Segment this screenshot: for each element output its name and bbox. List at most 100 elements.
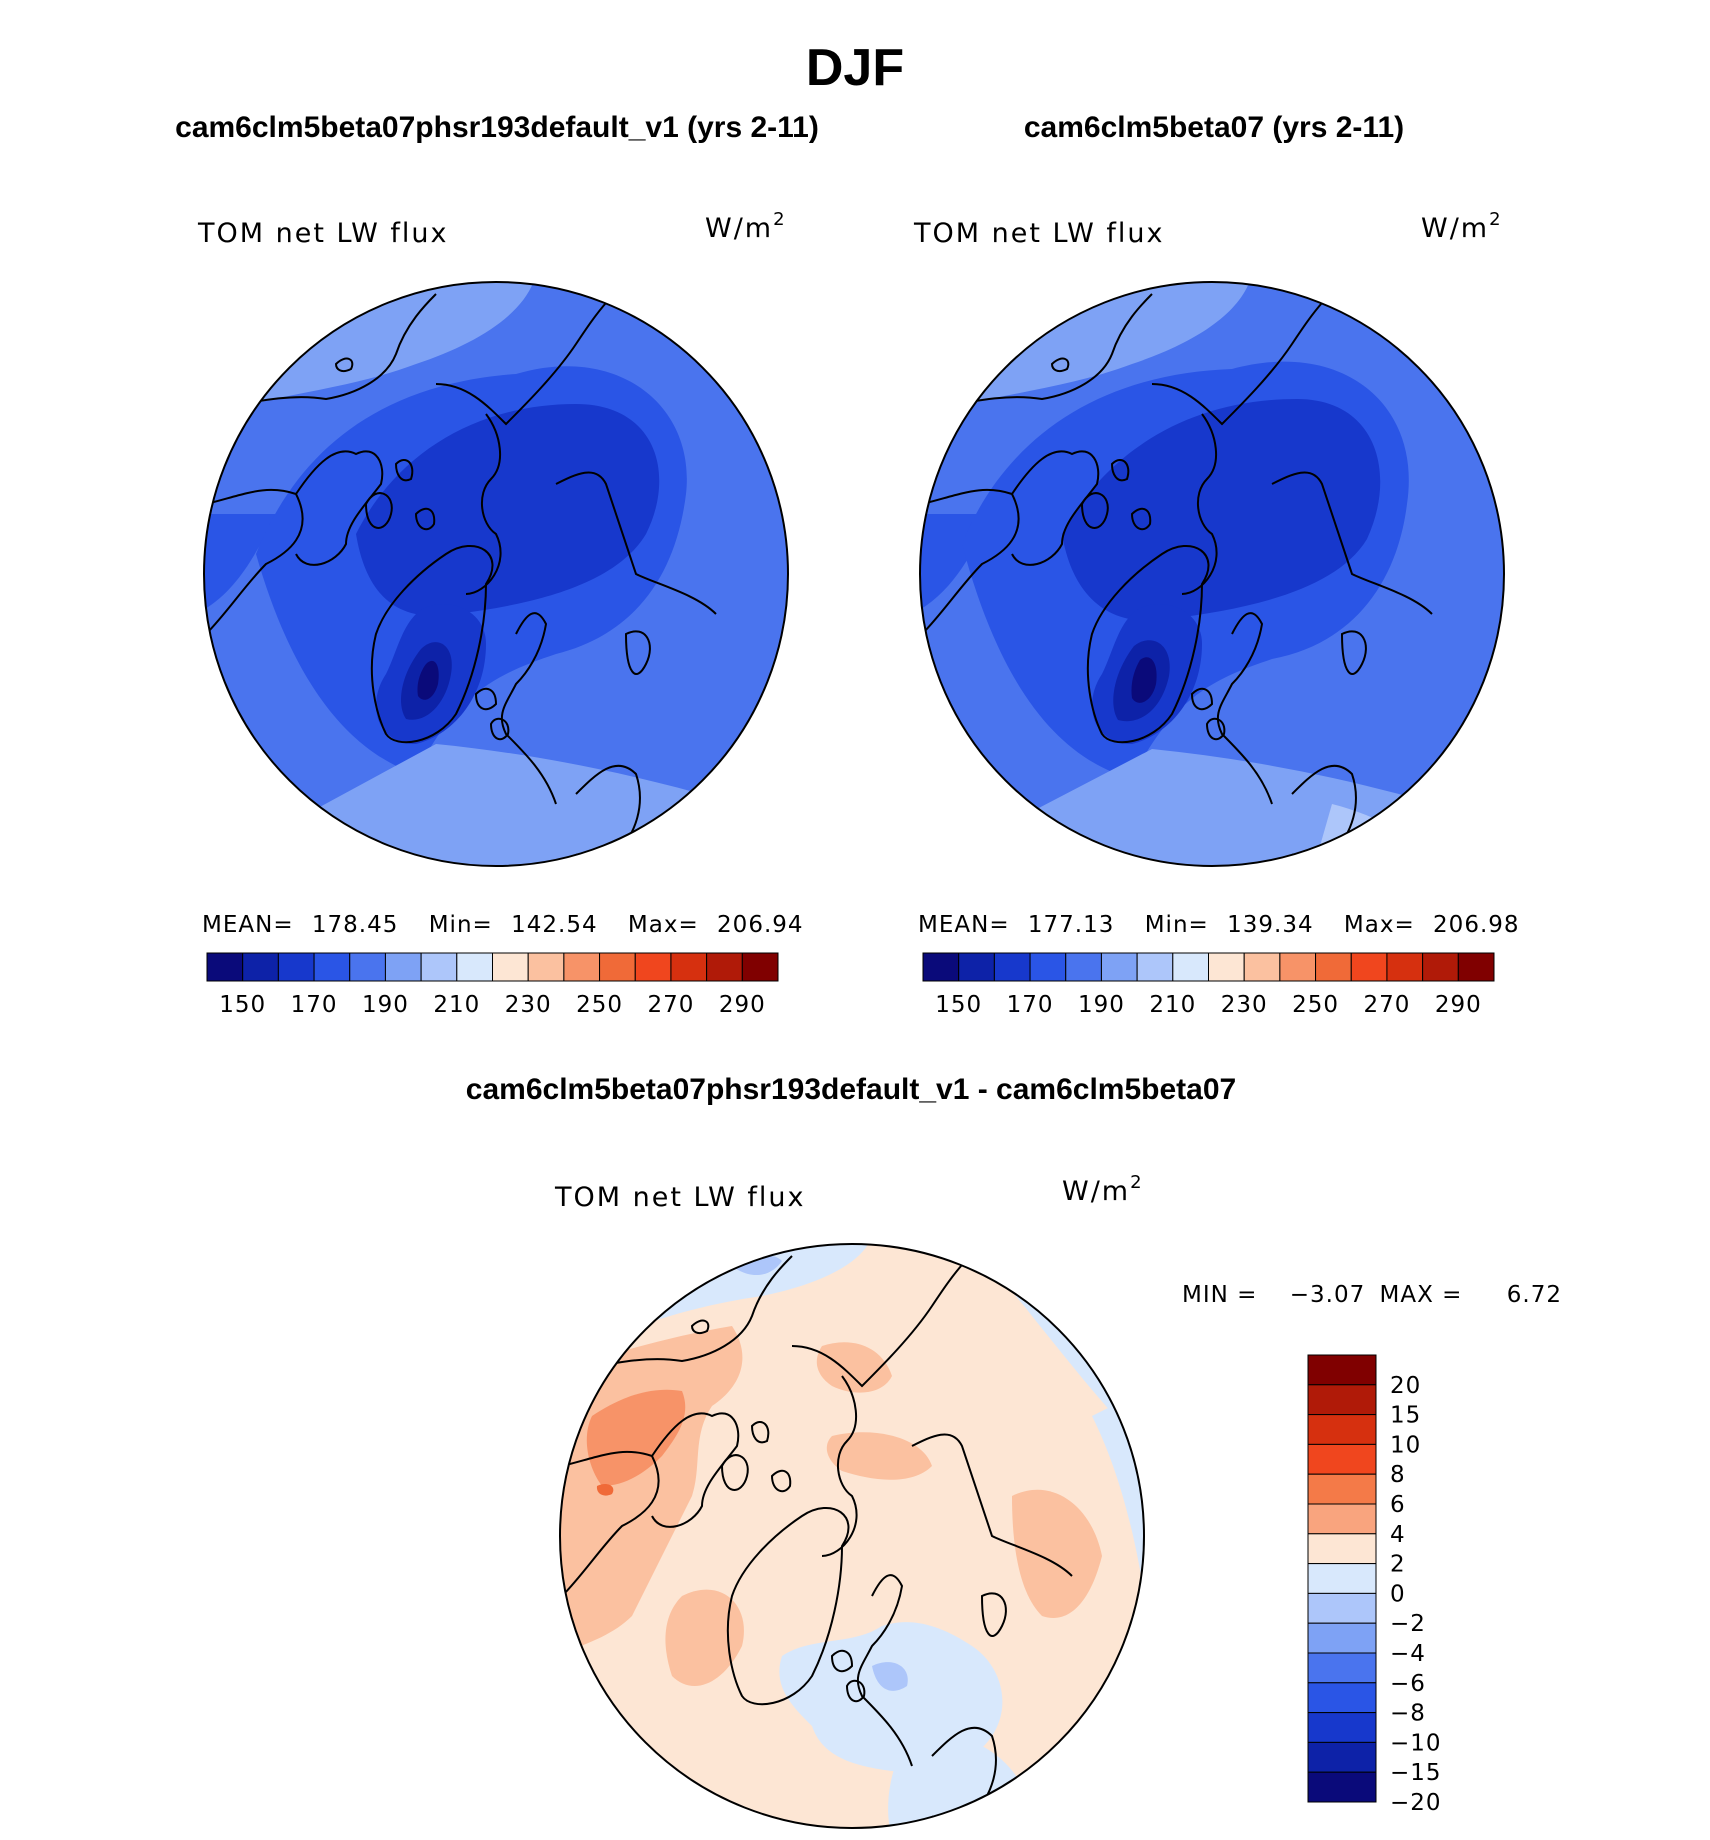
colorbar-difference-tick-label: 8: [1390, 1462, 1406, 1488]
map-left: [203, 281, 789, 867]
colorbar-difference-swatch: [1307, 1592, 1377, 1624]
panel-left-min-label: Min=: [429, 912, 493, 938]
colorbar-left-tick-label: 150: [219, 992, 266, 1018]
colorbar-right-swatch: [1172, 952, 1209, 982]
colorbar-left-swatch: [599, 952, 636, 982]
colorbar-right-tick-label: 250: [1292, 992, 1339, 1018]
colorbar-right-swatch: [1065, 952, 1102, 982]
colorbar-left-tick-label: 230: [505, 992, 552, 1018]
panel-left-max: 206.94: [717, 912, 803, 938]
colorbar-right-swatch: [1422, 952, 1459, 982]
colorbar-difference-swatch: [1307, 1443, 1377, 1475]
panel-left: cam6clm5beta07phsr193default_v1 (yrs 2-1…: [175, 111, 819, 1018]
panel-right-max-label: Max=: [1344, 912, 1415, 938]
colorbar-difference-tick-label: −4: [1390, 1641, 1426, 1667]
colorbar-difference-swatch: [1307, 1712, 1377, 1743]
colorbar-difference-tick-label: −15: [1390, 1760, 1442, 1786]
colorbar-left-swatch: [349, 952, 386, 982]
colorbar-left-tick-label: 190: [362, 992, 409, 1018]
diff-units: W/m2: [1062, 1172, 1144, 1207]
panel-right-mean: 177.13: [1028, 912, 1114, 938]
colorbar-right-swatch: [1100, 952, 1138, 982]
colorbar-left-tick-label: 170: [291, 992, 338, 1018]
panel-left-units: W/m2: [705, 209, 787, 244]
colorbar-difference-swatch: [1307, 1682, 1377, 1714]
colorbar-difference-tick-label: −10: [1390, 1730, 1442, 1756]
colorbar-right: 150 170 190 210 230 250 270 290: [922, 952, 1495, 1018]
colorbar-difference-swatch: [1307, 1354, 1377, 1386]
colorbar-left-tick-label: 290: [719, 992, 766, 1018]
colorbar-difference-tick-label: 4: [1390, 1522, 1406, 1548]
diff-units-base: W/m: [1062, 1176, 1130, 1207]
diff-title: cam6clm5beta07phsr193default_v1 - cam6cl…: [466, 1073, 1236, 1106]
colorbar-left-swatch: [741, 952, 779, 982]
colorbar-right-swatch: [1386, 952, 1424, 982]
panel-left-case-title: cam6clm5beta07phsr193default_v1 (yrs 2-1…: [175, 111, 819, 144]
colorbar-difference-tick-label: 15: [1390, 1403, 1421, 1429]
colorbar-left-swatch: [242, 952, 279, 982]
colorbar-left-swatch: [706, 952, 743, 982]
colorbar-left-swatch: [527, 952, 565, 982]
panel-left-min: 142.54: [511, 912, 597, 938]
main-title: DJF: [806, 39, 904, 97]
colorbar-left-swatch: [277, 952, 315, 982]
colorbar-right-tick-label: 210: [1149, 992, 1196, 1018]
colorbar-difference-tick-label: 20: [1390, 1373, 1421, 1399]
colorbar-right-swatch: [958, 952, 995, 982]
panel-right-mean-label: MEAN=: [918, 912, 1010, 938]
colorbar-left-tick-label: 250: [576, 992, 623, 1018]
colorbar-right-tick-label: 170: [1007, 992, 1054, 1018]
panel-left-units-exp: 2: [773, 209, 786, 230]
colorbar-right-swatch: [1208, 952, 1245, 982]
panel-right: cam6clm5beta07 (yrs 2-11) TOM net LW flu…: [913, 111, 1520, 1018]
colorbar-right-swatch: [922, 952, 960, 982]
colorbar-difference-tick-label: 2: [1390, 1552, 1406, 1578]
diff-min: −3.07: [1290, 1282, 1365, 1308]
panel-right-units-base: W/m: [1421, 213, 1489, 244]
colorbar-difference-swatch: [1307, 1741, 1377, 1773]
colorbar-right-tick-label: 190: [1078, 992, 1125, 1018]
diff-minmax: MIN = −3.07 MAX = 6.72: [1182, 1282, 1562, 1308]
colorbar-difference-swatch: [1307, 1563, 1377, 1594]
colorbar-left-swatch: [206, 952, 244, 982]
colorbar-difference-swatch: [1307, 1771, 1377, 1803]
colorbar-left-swatch: [313, 952, 351, 982]
panel-left-units-base: W/m: [705, 213, 773, 244]
colorbar-right-swatch: [993, 952, 1031, 982]
colorbar-difference-swatch: [1307, 1473, 1377, 1505]
colorbar-left-swatch: [420, 952, 458, 982]
colorbar-right-swatch: [1457, 952, 1495, 982]
panel-right-units-exp: 2: [1489, 209, 1502, 230]
panel-difference: cam6clm5beta07phsr193default_v1 - cam6cl…: [466, 1073, 1562, 1829]
colorbar-difference-tick-label: 10: [1390, 1432, 1421, 1458]
panel-left-mean: 178.45: [312, 912, 398, 938]
colorbar-right-swatch: [1315, 952, 1352, 982]
panel-right-min: 139.34: [1227, 912, 1313, 938]
panel-right-stats: MEAN= 177.13 Min= 139.34 Max= 206.98: [918, 912, 1520, 938]
colorbar-right-swatch: [1279, 952, 1317, 982]
colorbar-difference-tick-label: 0: [1390, 1581, 1406, 1607]
colorbar-right-tick-label: 150: [935, 992, 982, 1018]
colorbar-right-swatch: [1243, 952, 1281, 982]
colorbar-left-swatch: [634, 952, 672, 982]
colorbar-left-tick-label: 270: [647, 992, 694, 1018]
colorbar-left-swatch: [563, 952, 601, 982]
colorbar-left-swatch: [384, 952, 422, 982]
panel-left-stats: MEAN= 178.45 Min= 142.54 Max= 206.94: [202, 912, 804, 938]
colorbar-left: 150 170 190 210 230 250 270 290: [206, 952, 779, 1018]
colorbar-left-swatch: [670, 952, 708, 982]
colorbar-difference-tick-label: 6: [1390, 1492, 1406, 1518]
panel-right-units: W/m2: [1421, 209, 1503, 244]
panel-right-max: 206.98: [1433, 912, 1519, 938]
colorbar-difference-swatch: [1307, 1533, 1377, 1565]
diff-variable: TOM net LW flux: [554, 1182, 805, 1213]
colorbar-difference-swatch: [1307, 1652, 1377, 1684]
panel-right-variable: TOM net LW flux: [913, 218, 1164, 249]
panel-left-mean-label: MEAN=: [202, 912, 294, 938]
colorbar-difference-tick-label: −8: [1390, 1701, 1426, 1727]
colorbar-left-swatch: [492, 952, 529, 982]
colorbar-difference-swatch: [1307, 1622, 1377, 1654]
colorbar-difference-tick-label: −2: [1390, 1611, 1426, 1637]
colorbar-difference-swatch: [1307, 1384, 1377, 1416]
